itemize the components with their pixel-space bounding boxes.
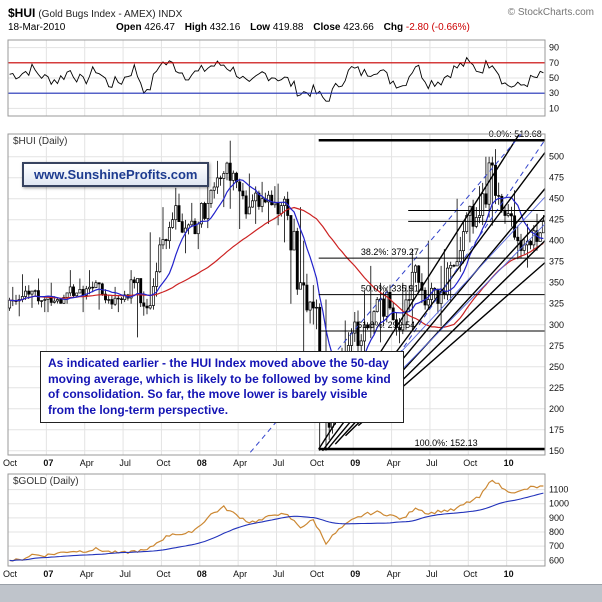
svg-text:475: 475 bbox=[549, 173, 564, 183]
annotation-box: As indicated earlier - the HUI Index mov… bbox=[40, 351, 404, 424]
low-label: Low bbox=[250, 22, 271, 33]
svg-text:425: 425 bbox=[549, 215, 564, 225]
svg-text:07: 07 bbox=[43, 458, 53, 468]
svg-text:Jul: Jul bbox=[426, 569, 438, 579]
low-quote: Low 419.88 bbox=[250, 22, 303, 33]
copyright[interactable]: © StockCharts.com bbox=[507, 7, 594, 18]
open-label: Open bbox=[116, 22, 142, 33]
ohlc-quote: Open 426.47 High 432.16 Low 419.88 Close… bbox=[116, 22, 477, 33]
svg-text:Oct: Oct bbox=[3, 458, 18, 468]
svg-text:09: 09 bbox=[350, 458, 360, 468]
open-quote: Open 426.47 bbox=[116, 22, 175, 33]
main-panel-label: $HUI (Daily) bbox=[11, 136, 70, 147]
svg-text:200: 200 bbox=[549, 404, 564, 414]
sunshine-profits-watermark-link[interactable]: www.SunshineProfits.com bbox=[22, 162, 210, 187]
svg-text:800: 800 bbox=[549, 527, 564, 537]
svg-text:400: 400 bbox=[549, 236, 564, 246]
svg-text:50: 50 bbox=[549, 73, 559, 83]
svg-text:10: 10 bbox=[504, 458, 514, 468]
svg-text:50.0%: 335.91: 50.0%: 335.91 bbox=[361, 284, 419, 294]
svg-text:Apr: Apr bbox=[387, 458, 401, 468]
svg-text:Jul: Jul bbox=[119, 458, 131, 468]
svg-text:700: 700 bbox=[549, 541, 564, 551]
svg-text:1100: 1100 bbox=[549, 485, 568, 495]
svg-text:09: 09 bbox=[350, 569, 360, 579]
bottom-bar bbox=[0, 584, 602, 602]
svg-text:70: 70 bbox=[549, 58, 559, 68]
change-label: Chg bbox=[383, 22, 404, 33]
svg-text:325: 325 bbox=[549, 299, 564, 309]
chart-header: $HUI (Gold Bugs Index - AMEX) INDX © Stoc… bbox=[8, 6, 594, 20]
svg-text:150: 150 bbox=[549, 446, 564, 456]
low-value: 419.88 bbox=[272, 22, 304, 33]
svg-text:375: 375 bbox=[549, 257, 564, 267]
svg-text:38.2%: 379.27: 38.2%: 379.27 bbox=[361, 247, 419, 257]
high-label: High bbox=[184, 22, 207, 33]
svg-text:07: 07 bbox=[43, 569, 53, 579]
change-value: -2.80 (-0.66%) bbox=[405, 22, 470, 33]
svg-text:Apr: Apr bbox=[80, 569, 94, 579]
change-quote: Chg -2.80 (-0.66%) bbox=[384, 22, 470, 33]
close-label: Close bbox=[313, 22, 341, 33]
svg-text:Jul: Jul bbox=[273, 458, 285, 468]
svg-text:Apr: Apr bbox=[233, 569, 247, 579]
svg-text:Oct: Oct bbox=[156, 569, 171, 579]
svg-text:275: 275 bbox=[549, 341, 564, 351]
svg-text:450: 450 bbox=[549, 194, 564, 204]
svg-text:08: 08 bbox=[197, 458, 207, 468]
svg-text:1000: 1000 bbox=[549, 499, 569, 509]
high-value: 432.16 bbox=[209, 22, 241, 33]
svg-text:90: 90 bbox=[549, 43, 559, 53]
symbol-description: (Gold Bugs Index - AMEX) INDX bbox=[38, 9, 183, 20]
svg-text:10: 10 bbox=[549, 103, 559, 113]
svg-text:Oct: Oct bbox=[310, 458, 325, 468]
svg-text:500: 500 bbox=[549, 152, 564, 162]
svg-text:Jul: Jul bbox=[119, 569, 131, 579]
close-quote: Close 423.66 bbox=[313, 22, 374, 33]
svg-text:61.8%: 292.54: 61.8%: 292.54 bbox=[357, 320, 415, 330]
close-value: 423.66 bbox=[343, 22, 374, 33]
svg-text:600: 600 bbox=[549, 555, 564, 565]
svg-text:175: 175 bbox=[549, 425, 564, 435]
svg-text:900: 900 bbox=[549, 513, 564, 523]
svg-text:Apr: Apr bbox=[233, 458, 247, 468]
svg-text:Jul: Jul bbox=[273, 569, 285, 579]
svg-text:100.0%: 152.13: 100.0%: 152.13 bbox=[415, 438, 478, 448]
svg-text:10: 10 bbox=[504, 569, 514, 579]
high-quote: High 432.16 bbox=[185, 22, 241, 33]
svg-text:Apr: Apr bbox=[80, 458, 94, 468]
svg-text:350: 350 bbox=[549, 278, 564, 288]
svg-text:08: 08 bbox=[197, 569, 207, 579]
open-value: 426.47 bbox=[144, 22, 175, 33]
svg-text:225: 225 bbox=[549, 383, 564, 393]
chart-date: 18-Mar-2010 bbox=[8, 22, 66, 33]
svg-text:Oct: Oct bbox=[463, 458, 478, 468]
svg-text:Jul: Jul bbox=[426, 458, 438, 468]
quote-bar: 18-Mar-2010 Open 426.47 High 432.16 Low … bbox=[8, 22, 594, 33]
svg-text:250: 250 bbox=[549, 362, 564, 372]
svg-text:Oct: Oct bbox=[310, 569, 325, 579]
svg-text:Oct: Oct bbox=[463, 569, 478, 579]
svg-text:Apr: Apr bbox=[387, 569, 401, 579]
svg-text:Oct: Oct bbox=[156, 458, 171, 468]
symbol: $HUI bbox=[8, 6, 36, 20]
svg-text:Oct: Oct bbox=[3, 569, 18, 579]
svg-text:300: 300 bbox=[549, 320, 564, 330]
svg-text:30: 30 bbox=[549, 88, 559, 98]
gold-panel-label: $GOLD (Daily) bbox=[11, 476, 81, 487]
